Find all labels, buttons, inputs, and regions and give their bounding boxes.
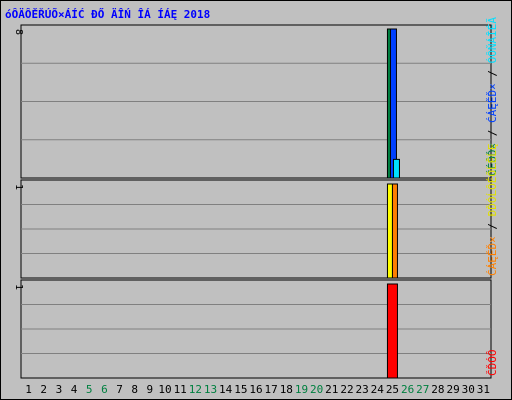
y-max-label-3: 1	[13, 284, 24, 290]
x-tick-label: 31	[477, 383, 490, 396]
x-tick-label: 30	[462, 383, 475, 396]
legend-entry: ČÉÔĎ×	[486, 143, 499, 176]
legend-entry: ĆÁĘĚĎ×	[486, 236, 499, 276]
bar-ČĎÓÔ-25	[386, 283, 398, 379]
x-tick-label: 4	[71, 383, 78, 396]
x-tick-label: 8	[131, 383, 138, 396]
x-tick-label: 6	[101, 383, 108, 396]
x-tick-label: 11	[174, 383, 187, 396]
x-tick-label: 7	[116, 383, 123, 396]
x-tick-label: 14	[219, 383, 233, 396]
x-tick-label: 25	[386, 383, 399, 396]
x-tick-label: 19	[295, 383, 308, 396]
x-tick-label: 22	[340, 383, 353, 396]
legend-entry: ČĎÓÔ	[486, 350, 499, 377]
x-tick-label: 20	[310, 383, 323, 396]
x-tick-label: 17	[265, 383, 278, 396]
legend-3: ČĎÓÔ	[486, 350, 499, 377]
x-tick-label: 1	[25, 383, 32, 396]
legend-entry: ĐĎÓĹÔÉÔĹĚĹĘ	[486, 144, 499, 217]
x-tick-label: 2	[40, 383, 47, 396]
legend-entry: /	[486, 63, 499, 83]
x-tick-label: 3	[56, 383, 63, 396]
x-tick-label: 23	[356, 383, 369, 396]
legend-2: ĆÁĘĚĎ× / ĐĎÓĹÔÉÔĹĚĹĘ	[486, 144, 499, 276]
legend-1: ČÉÔĎ× / ĆÁĘĚĎ× / ÓÔŇÁÎÉĂ	[486, 17, 499, 176]
legend-entry: ĆÁĘĚĎ×	[486, 83, 499, 123]
bar-ĆÁĘĚĎ×-25	[391, 183, 398, 279]
chart-title: óÔÄÔĚŘÚÕ×ÁÍĆ ĐŐ ÄÎŃ ÎÁ ÍÁĘ 2018	[5, 7, 210, 21]
x-tick-label: 13	[204, 383, 217, 396]
legend-entry: /	[486, 123, 499, 143]
legend-entry: /	[486, 216, 499, 236]
x-tick-label: 12	[189, 383, 202, 396]
bar-ĆÁĘĚĎ×-25	[389, 28, 397, 179]
x-tick-label: 16	[249, 383, 262, 396]
bar-ÓÔŇÁÎÉĂ-25	[392, 158, 400, 179]
x-tick-label: 18	[280, 383, 293, 396]
bar-ĐĎÓĹÔÉÔĹĚĹĘ-25	[386, 183, 393, 279]
x-tick-label: 28	[431, 383, 444, 396]
x-tick-label: 21	[325, 383, 338, 396]
y-max-label-1: 8	[13, 29, 24, 35]
x-tick-label: 9	[147, 383, 154, 396]
y-max-label-2: 1	[13, 184, 24, 190]
x-tick-label: 24	[371, 383, 385, 396]
x-tick-label: 10	[158, 383, 171, 396]
x-tick-label: 29	[446, 383, 459, 396]
x-tick-label: 26	[401, 383, 414, 396]
x-tick-label: 27	[416, 383, 429, 396]
x-tick-label: 5	[86, 383, 93, 396]
legend-entry: ÓÔŇÁÎÉĂ	[486, 17, 499, 64]
x-tick-label: 15	[234, 383, 247, 396]
